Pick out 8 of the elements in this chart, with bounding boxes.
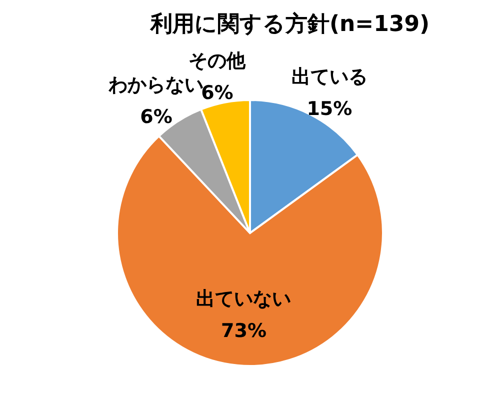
data-label: 6% [140, 106, 172, 128]
slice-label: その他 [188, 50, 247, 72]
slice-label: 出ていない [196, 288, 292, 310]
slice-label: 出ている [291, 66, 368, 88]
chart-title: 利用に関する方針(n=139) [149, 11, 430, 37]
data-label: 15% [306, 98, 352, 120]
data-label: 6% [201, 82, 234, 104]
data-label: 73% [221, 320, 266, 342]
